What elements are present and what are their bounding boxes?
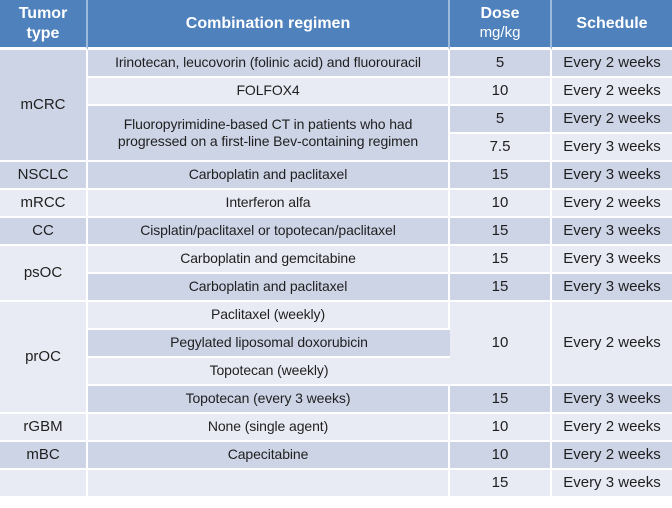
table-row: Topotecan (every 3 weeks) 15 Every 3 wee… [0, 386, 672, 414]
dose-cell: 10 [450, 78, 552, 106]
table-row: Pegylated liposomal doxorubicin [0, 330, 672, 358]
table-row: mCRC Irinotecan, leucovorin (folinic aci… [0, 50, 672, 162]
header-dose-line1: Dose [480, 5, 520, 23]
dose-cell: 15 [450, 386, 552, 414]
dose-cell: 5 [450, 106, 552, 134]
schedule-cell: Every 2 weeks [552, 106, 672, 134]
dose-cell: 5 [450, 50, 552, 78]
schedule-cell: Every 3 weeks [552, 134, 672, 162]
table-row: Topotecan (weekly) [0, 358, 672, 386]
tumor-type-cell: rGBM [0, 414, 88, 442]
table-row: 15 Every 3 weeks [0, 470, 672, 498]
column-header-tumor-type: Tumor type [0, 0, 88, 50]
table-row: psOC Carboplatin and gemcitabine 15 Ever… [0, 246, 672, 302]
regimen-cell: Pegylated liposomal doxorubicin [88, 330, 450, 358]
regimen-cell: Topotecan (every 3 weeks) [88, 386, 450, 414]
table-body: mCRC Irinotecan, leucovorin (folinic aci… [0, 50, 672, 498]
tumor-type-cell [0, 470, 88, 498]
table-row: mBC Capecitabine 10 Every 2 weeks [0, 442, 672, 470]
dose-cell: 15 [450, 218, 552, 246]
schedule-cell: Every 2 weeks [552, 190, 672, 218]
tumor-type-cell: NSCLC [0, 162, 88, 190]
dose-cell: 10 [450, 442, 552, 470]
header-tumor-line1: Tumor [18, 4, 68, 22]
regimen-cell: Carboplatin and paclitaxel [88, 274, 450, 302]
regimen-cell: Fluoropyrimidine-based CT in patients wh… [88, 106, 450, 162]
schedule-cell: Every 3 weeks [552, 162, 672, 190]
tumor-type-cell: mBC [0, 442, 88, 470]
table-row: Carboplatin and paclitaxel 15 Every 3 we… [0, 274, 672, 302]
table-row: CC Cisplatin/paclitaxel or topotecan/pac… [0, 218, 672, 246]
header-tumor-line2: type [26, 24, 60, 42]
tumor-type-cell: mCRC [0, 50, 88, 162]
regimen-cell: Interferon alfa [88, 190, 450, 218]
regimen-cell: Carboplatin and gemcitabine [88, 246, 450, 274]
dose-cell: 15 [450, 162, 552, 190]
tumor-type-cell: prOC [0, 302, 88, 414]
table-row: rGBM None (single agent) 10 Every 2 week… [0, 414, 672, 442]
schedule-cell: Every 3 weeks [552, 218, 672, 246]
table-row: Fluoropyrimidine-based CT in patients wh… [0, 106, 672, 162]
table-row: mRCC Interferon alfa 10 Every 2 weeks [0, 190, 672, 218]
schedule-cell: Every 2 weeks [552, 442, 672, 470]
tumor-type-cell: psOC [0, 246, 88, 302]
table-header: Tumor type Combination regimen Dose mg/k… [0, 0, 672, 50]
schedule-cell: Every 3 weeks [552, 274, 672, 302]
regimen-cell: Capecitabine [88, 442, 450, 470]
dose-cell: 15 [450, 470, 552, 498]
schedule-cell: Every 2 weeks [552, 302, 672, 386]
table-row: prOC Paclitaxel (weekly) 10 Every 2 week… [0, 302, 672, 414]
regimen-cell [88, 470, 450, 498]
column-header-combination-regimen: Combination regimen [88, 0, 450, 50]
dose-cell: 7.5 [450, 134, 552, 162]
tumor-type-cell: CC [0, 218, 88, 246]
dose-cell: 10 [450, 190, 552, 218]
dose-cell: 10 [450, 302, 552, 386]
header-row: Tumor type Combination regimen Dose mg/k… [0, 0, 672, 50]
dose-cell: 10 [450, 414, 552, 442]
dose-cell: 15 [450, 246, 552, 274]
table-row: FOLFOX4 10 Every 2 weeks [0, 78, 672, 106]
column-header-schedule: Schedule [552, 0, 672, 50]
schedule-cell: Every 3 weeks [552, 470, 672, 498]
regimen-cell: None (single agent) [88, 414, 450, 442]
schedule-cell: Every 3 weeks [552, 386, 672, 414]
table-row: NSCLC Carboplatin and paclitaxel 15 Ever… [0, 162, 672, 190]
schedule-cell: Every 2 weeks [552, 78, 672, 106]
schedule-cell: Every 2 weeks [552, 50, 672, 78]
table-row: 7.5 Every 3 weeks [0, 134, 672, 162]
regimen-cell: Irinotecan, leucovorin (folinic acid) an… [88, 50, 450, 78]
regimen-cell: Paclitaxel (weekly) [88, 302, 450, 330]
dose-cell: 15 [450, 274, 552, 302]
column-header-dose: Dose mg/kg [450, 0, 552, 50]
regimen-cell: Carboplatin and paclitaxel [88, 162, 450, 190]
schedule-cell: Every 2 weeks [552, 414, 672, 442]
schedule-cell: Every 3 weeks [552, 246, 672, 274]
header-dose-unit: mg/kg [479, 24, 521, 42]
regimen-cell: FOLFOX4 [88, 78, 450, 106]
tumor-type-cell: mRCC [0, 190, 88, 218]
regimen-cell: Topotecan (weekly) [88, 358, 450, 386]
regimen-cell: Cisplatin/paclitaxel or topotecan/paclit… [88, 218, 450, 246]
